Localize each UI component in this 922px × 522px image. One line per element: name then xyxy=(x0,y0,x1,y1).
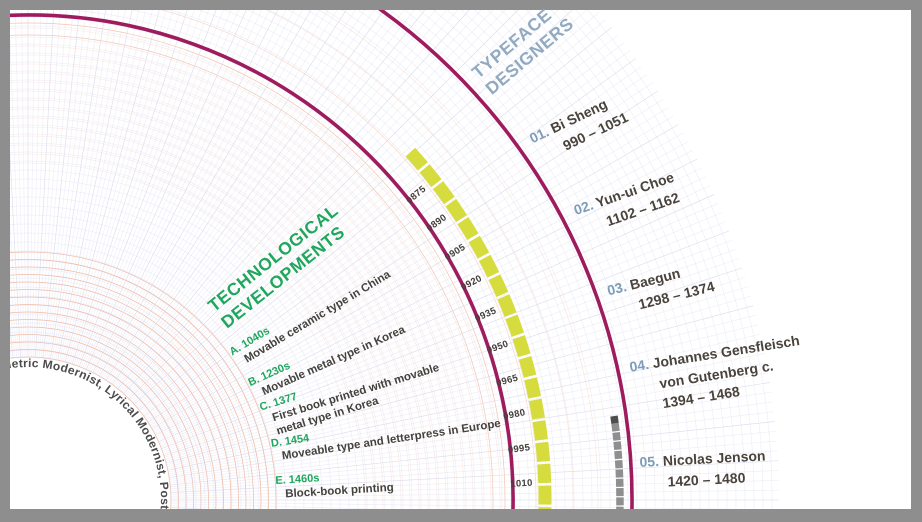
year-tick: 1010 xyxy=(510,478,533,490)
typeface-designers-title: TYPEFACE DESIGNERS xyxy=(468,0,578,99)
designer-number: 02. xyxy=(571,196,596,219)
designer-number: 03. xyxy=(605,278,629,299)
lifespan-bar-cap xyxy=(610,415,619,424)
designer-name: Nicolas Jenson xyxy=(662,447,766,469)
designer-entry-05: 05. Nicolas Jenson 1420 – 1480 xyxy=(639,445,767,493)
designer-entry-03: 03. Baegun 1298 – 1374 xyxy=(605,256,717,321)
designer-entry-04: 04. Johannes Gensfleisch von Gutenberg c… xyxy=(628,330,807,418)
designer-number: 05. xyxy=(639,452,660,470)
year-tick: 0980 xyxy=(502,407,526,422)
designer-entry-02: 02. Yun-ui Choe 1102 – 1162 xyxy=(571,167,683,240)
spokes xyxy=(10,10,779,509)
year-tick: 0995 xyxy=(507,442,531,456)
era-arc-inner xyxy=(10,13,515,509)
designer-entry-01: 01. Bi Sheng 990 – 1051 xyxy=(526,88,631,167)
year-scale-band xyxy=(405,147,552,509)
designer-number: 04. xyxy=(628,355,651,375)
tech-entry-e: E. 1460s Block-book printing xyxy=(275,467,394,502)
era-arc-outer xyxy=(377,10,634,509)
